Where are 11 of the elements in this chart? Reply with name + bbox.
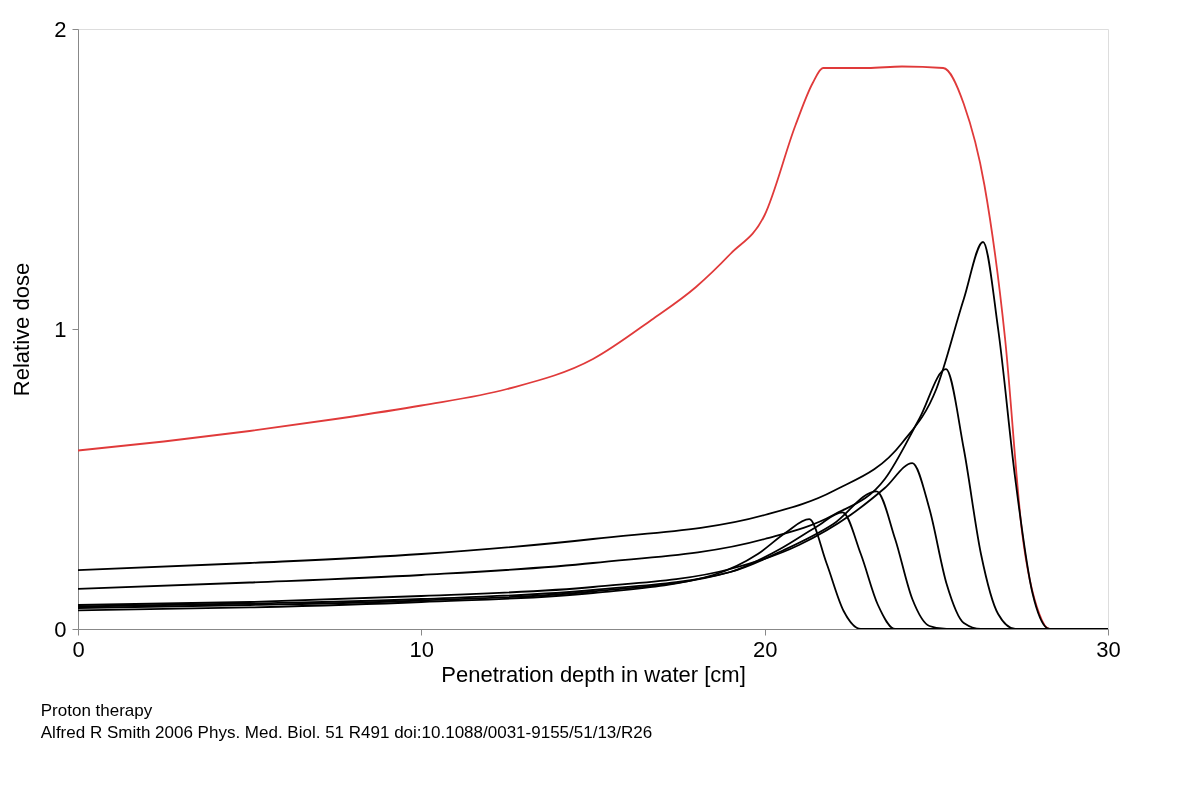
y-tick-label: 2 [54, 16, 67, 42]
text: Proton therapy [40, 701, 153, 720]
y-tick-label: 0 [54, 616, 67, 642]
x-tick-label: 20 [752, 636, 778, 662]
x-tick-label: 30 [1096, 636, 1121, 662]
x-axis-title: Penetration depth in water [cm] [441, 661, 746, 687]
x-tick-label: 0 [72, 636, 85, 662]
x-tick-label: 10 [409, 636, 435, 662]
y-axis-title: Relative dose [9, 262, 35, 397]
text: Alfred R Smith 2006 Phys. Med. Biol. 51 R491 doi:10.1088/0031-9155/51/13/R26 [40, 723, 653, 742]
y-tick-label: 1 [54, 316, 67, 342]
